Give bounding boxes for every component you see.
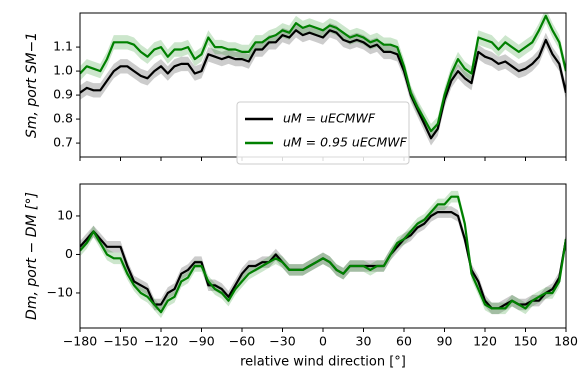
y-axis-label: Sm, port SM−1 bbox=[24, 32, 40, 138]
plot-area bbox=[80, 13, 566, 146]
x-tick-label: 150 bbox=[514, 334, 538, 349]
y-axis-label: Dm, port − DM [°] bbox=[24, 192, 40, 320]
plot-area bbox=[80, 190, 566, 318]
error-band bbox=[80, 190, 566, 318]
y-tick-label: 0.7 bbox=[53, 135, 73, 150]
x-tick-label: 90 bbox=[437, 334, 453, 349]
y-tick-label: 0 bbox=[65, 246, 73, 261]
legend-label: uM = uECMWF bbox=[283, 111, 376, 126]
x-tick-label: 0 bbox=[319, 334, 327, 349]
y-tick-label: 0.8 bbox=[53, 111, 73, 126]
x-tick-label: −30 bbox=[269, 334, 295, 349]
x-tick-label: −120 bbox=[144, 334, 178, 349]
error-band bbox=[80, 13, 566, 139]
y-tick-label: 1.1 bbox=[53, 39, 73, 54]
x-tick-label: 60 bbox=[396, 334, 412, 349]
error-band bbox=[80, 206, 566, 315]
x-tick-label: 120 bbox=[473, 334, 497, 349]
y-tick-label: 10 bbox=[57, 207, 73, 222]
legend-box bbox=[236, 101, 410, 165]
legend-label: uM = 0.95 uECMWF bbox=[283, 135, 408, 150]
y-tick-label: −10 bbox=[47, 284, 73, 299]
error-band bbox=[80, 23, 566, 146]
line bbox=[80, 195, 566, 314]
line bbox=[80, 29, 566, 140]
x-tick-label: 30 bbox=[356, 334, 372, 349]
x-tick-label: −180 bbox=[63, 334, 97, 349]
y-tick-label: 0.9 bbox=[53, 87, 73, 102]
x-tick-label: −150 bbox=[103, 334, 137, 349]
line bbox=[80, 14, 566, 133]
x-tick-label: 180 bbox=[554, 334, 578, 349]
x-tick-label: −60 bbox=[229, 334, 255, 349]
x-axis-label: relative wind direction [°] bbox=[240, 355, 406, 370]
x-tick-label: −90 bbox=[188, 334, 214, 349]
y-tick-label: 1.0 bbox=[53, 63, 73, 78]
